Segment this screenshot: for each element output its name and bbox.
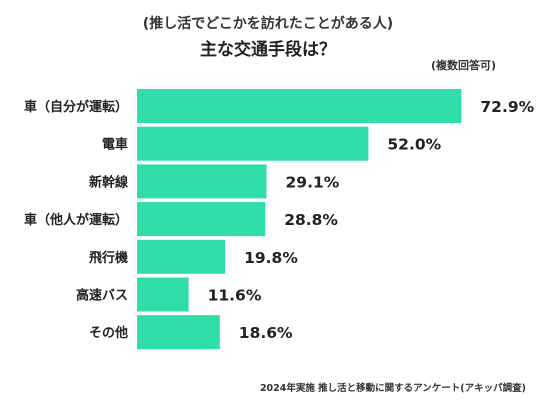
- bar-3: [137, 202, 266, 237]
- value-label-3: 28.8%: [284, 211, 338, 229]
- value-label-6: 18.6%: [239, 324, 293, 342]
- category-label-5: 高速バス: [76, 288, 128, 304]
- chart-source: 2024年実施 推し活と移動に関するアンケート(アキッパ調査): [259, 383, 526, 394]
- value-label-1: 52.0%: [387, 136, 441, 154]
- chart-title: 主な交通手段は？: [200, 40, 336, 60]
- bar-4: [137, 239, 226, 274]
- value-label-4: 19.8%: [244, 249, 298, 267]
- bar-0: [137, 89, 462, 123]
- value-label-2: 29.1%: [286, 173, 340, 191]
- bar-5: [137, 277, 189, 312]
- bar-2: [137, 164, 267, 199]
- category-label-0: 車（自分が運転）: [24, 99, 128, 115]
- value-label-0: 72.9%: [480, 98, 534, 116]
- value-label-5: 11.6%: [208, 287, 262, 305]
- bar-1: [137, 126, 369, 161]
- chart-note: (複数回答可): [430, 59, 496, 72]
- category-label-1: 電車: [102, 137, 128, 153]
- category-label-3: 車（他人が運転）: [24, 212, 128, 228]
- chart-subtitle: (推し活でどこかを訪れたことがある人): [142, 16, 394, 32]
- category-label-6: その他: [89, 325, 128, 341]
- bar-6: [137, 315, 220, 350]
- category-label-4: 飛行機: [88, 250, 128, 266]
- category-label-2: 新幹線: [89, 174, 129, 190]
